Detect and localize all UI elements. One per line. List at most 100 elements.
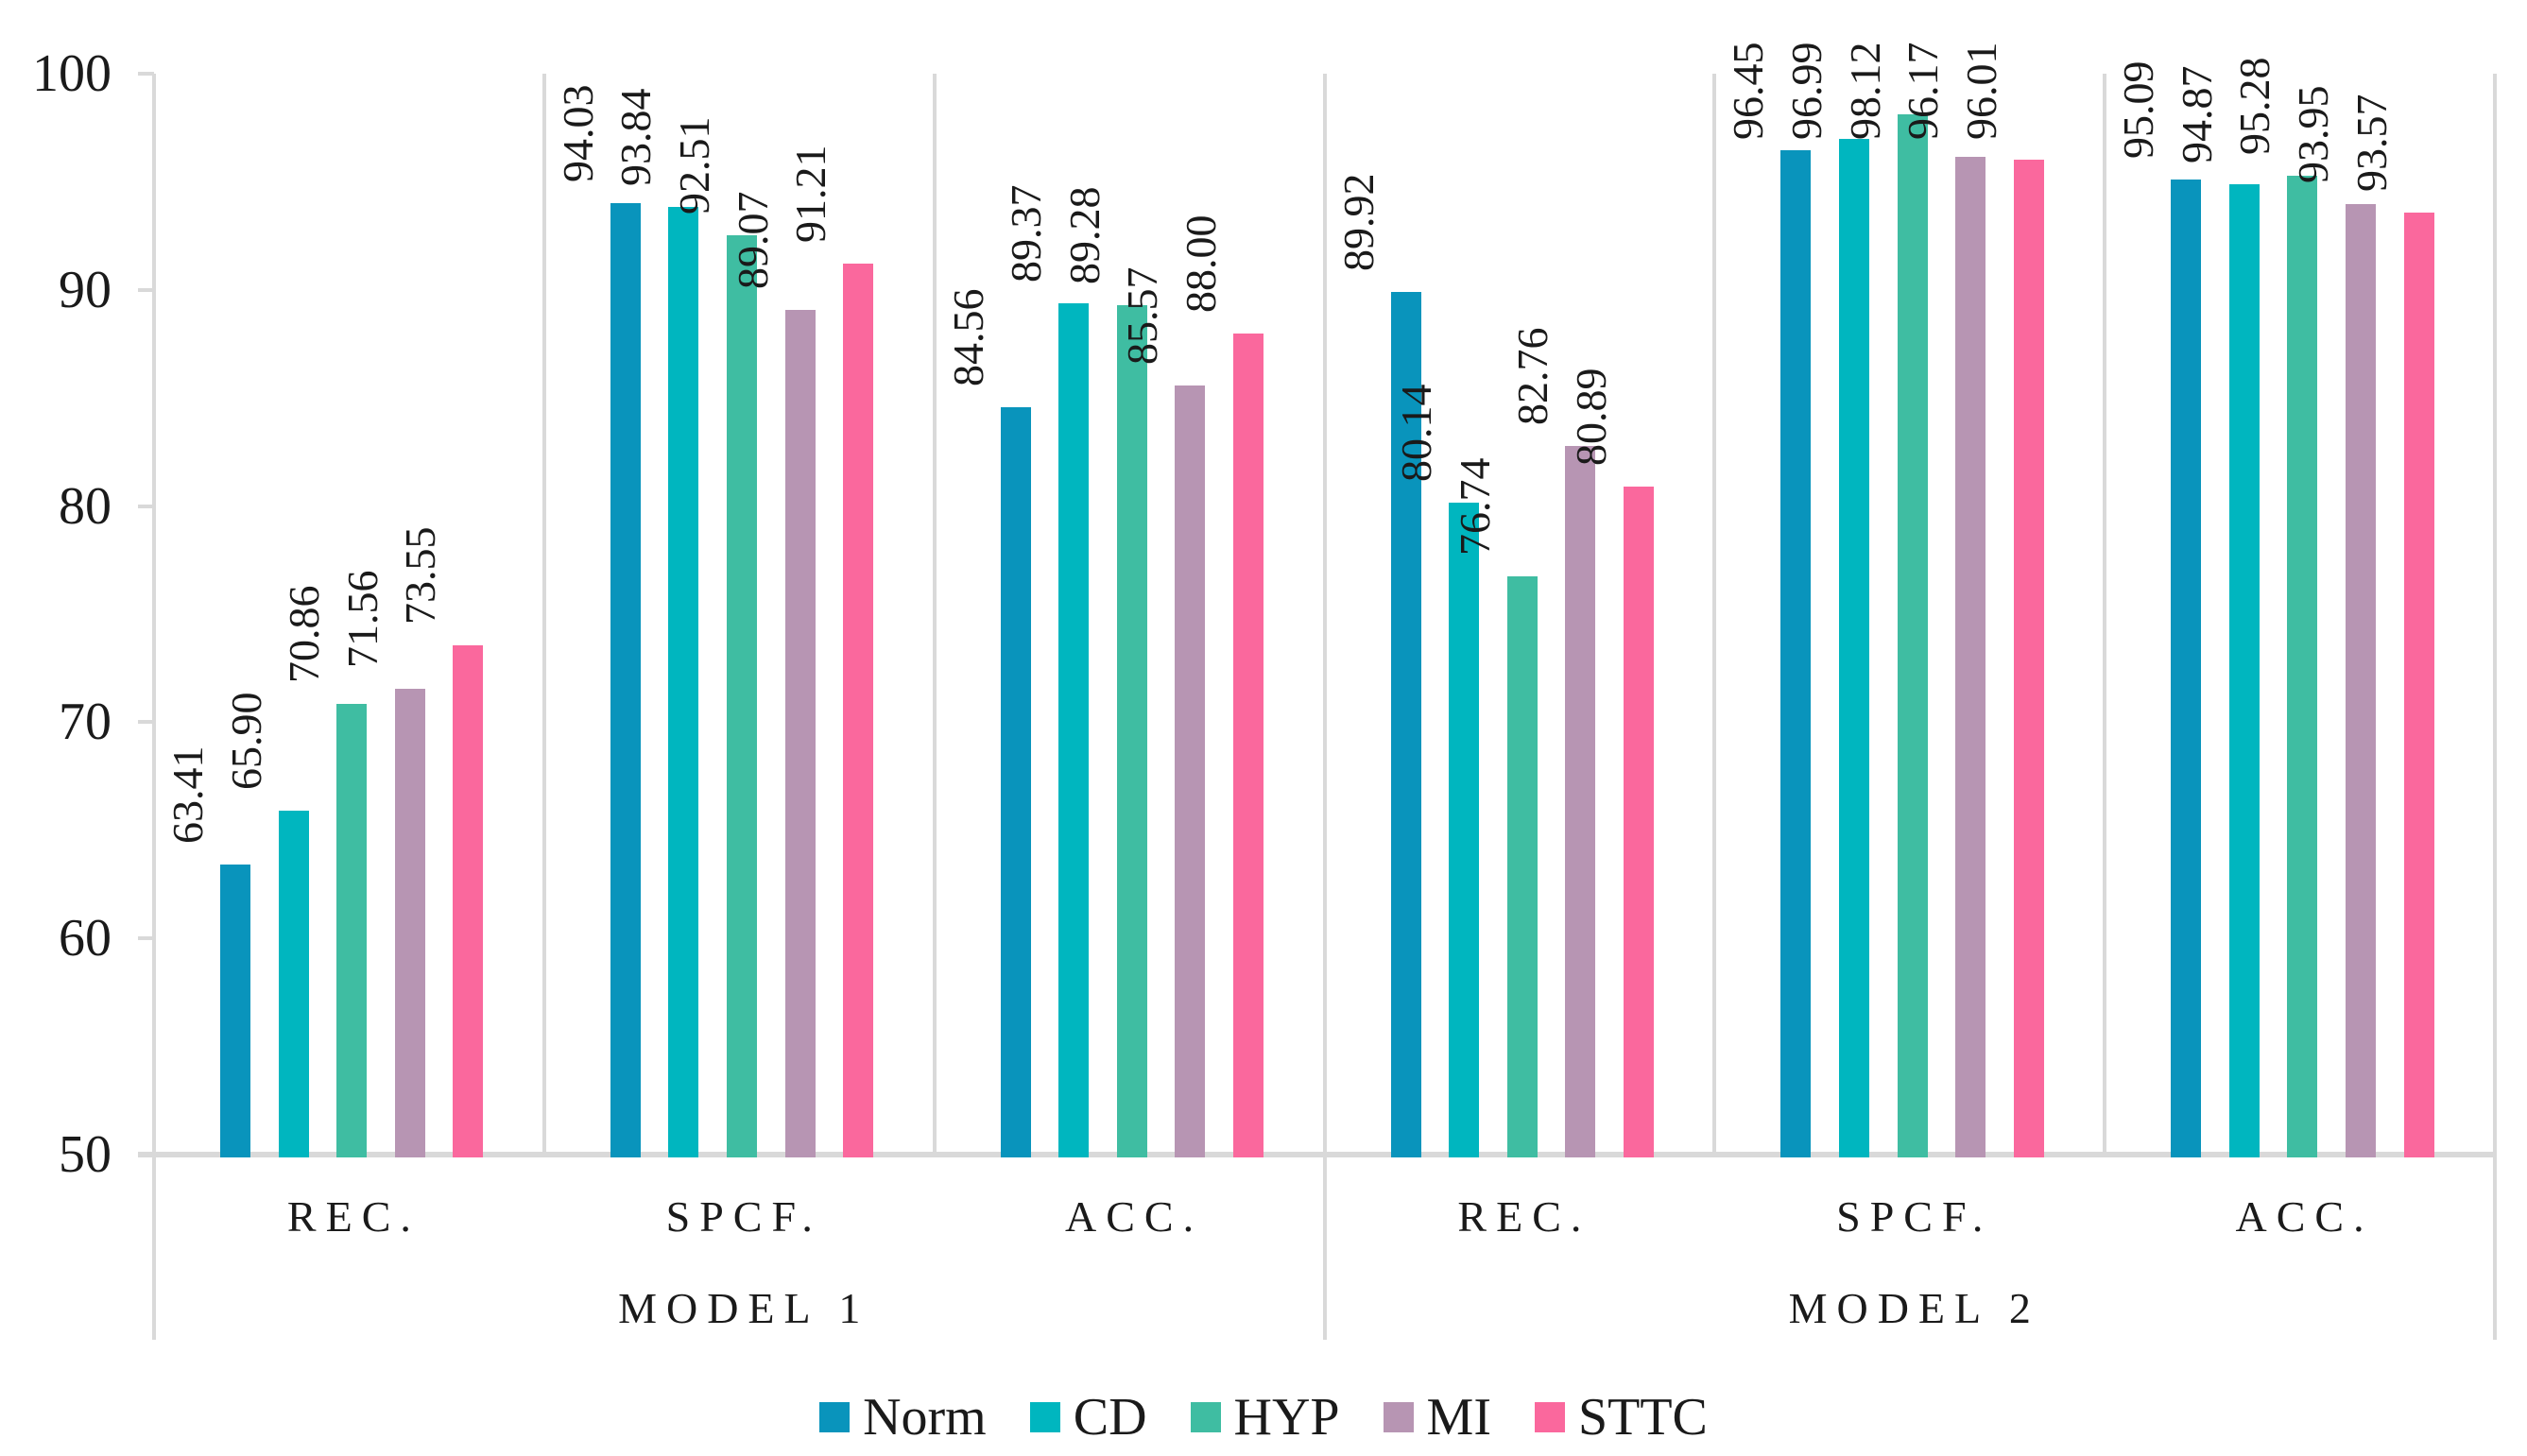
legend: Norm CD HYP MI STTC	[0, 1378, 2527, 1456]
bar-value-label: 98.12	[1840, 42, 1889, 141]
bar-norm-4	[1780, 150, 1812, 1157]
bar-value-label: 85.57	[1118, 266, 1167, 366]
bar-cd-2	[1058, 303, 1090, 1157]
bar-value-label: 76.74	[1450, 457, 1499, 557]
bar-value-label: 73.55	[396, 526, 445, 625]
bar-value-label: 82.76	[1508, 327, 1557, 426]
y-axis-label: 100	[32, 44, 112, 103]
legend-swatch-icon	[1383, 1402, 1414, 1432]
category-divider-line	[932, 74, 937, 1155]
category-label: REC.	[286, 1192, 421, 1241]
legend-item-mi: MI	[1383, 1388, 1491, 1447]
category-label: SPCF.	[1836, 1192, 1993, 1241]
bar-value-label: 80.89	[1566, 368, 1615, 467]
bar-sttc-0	[453, 645, 484, 1157]
y-axis-label: 50	[59, 1125, 112, 1184]
bar-value-label: 96.01	[1956, 42, 2005, 141]
legend-item-sttc: STTC	[1535, 1391, 1708, 1444]
legend-item-cd: CD	[1029, 1388, 1147, 1447]
group-label: MODEL 1	[618, 1284, 870, 1332]
bar-value-label: 84.56	[943, 288, 992, 387]
bar-sttc-3	[1623, 487, 1654, 1157]
bar-norm-3	[1390, 291, 1421, 1157]
bar-sttc-4	[2013, 160, 2044, 1157]
bar-value-label: 95.28	[2230, 57, 2279, 155]
bar-hyp-0	[336, 703, 368, 1157]
bar-value-label: 93.57	[2346, 94, 2396, 193]
legend-item-hyp: HYP	[1190, 1391, 1340, 1444]
bar-norm-0	[220, 865, 250, 1157]
category-label: REC.	[1457, 1192, 1591, 1241]
bar-value-label: 96.99	[1781, 42, 1831, 141]
bar-value-label: 89.28	[1059, 186, 1109, 285]
bar-mi-4	[1955, 156, 1986, 1157]
bar-value-label: 95.09	[2114, 60, 2163, 160]
y-axis-tick-mark	[138, 287, 154, 292]
bar-mi-0	[394, 688, 425, 1157]
legend-swatch-icon	[1190, 1402, 1221, 1432]
legend-item-norm: Norm	[819, 1391, 987, 1444]
bar-value-label: 65.90	[221, 692, 270, 791]
y-axis-tick-mark	[138, 720, 154, 725]
bar-value-label: 89.92	[1333, 173, 1383, 271]
bar-hyp-1	[727, 235, 758, 1157]
y-axis-label: 80	[59, 476, 112, 536]
bar-value-label: 92.51	[670, 116, 719, 215]
y-axis-label: 70	[59, 693, 112, 752]
legend-swatch-icon	[819, 1402, 851, 1432]
legend-label: STTC	[1578, 1388, 1708, 1447]
bar-cd-4	[1838, 138, 1869, 1157]
axis-boundary-line	[1322, 74, 1327, 1340]
bar-value-label: 88.00	[1177, 214, 1226, 313]
bar-cd-1	[668, 206, 699, 1157]
bar-value-label: 63.41	[163, 745, 212, 845]
group-label: MODEL 2	[1788, 1284, 2040, 1332]
bar-value-label: 80.14	[1392, 384, 1441, 483]
bar-cd-5	[2228, 184, 2260, 1157]
bar-value-label: 94.87	[2172, 65, 2221, 164]
bar-cd-3	[1449, 503, 1480, 1157]
bar-norm-2	[1000, 407, 1031, 1157]
axis-boundary-line	[2493, 74, 2497, 1340]
legend-label: Norm	[863, 1388, 987, 1447]
bar-hyp-4	[1897, 114, 1928, 1157]
bar-value-label: 96.17	[1899, 42, 1948, 141]
y-axis-label: 90	[59, 260, 112, 319]
bar-mi-1	[784, 310, 816, 1157]
bar-sttc-1	[843, 264, 874, 1157]
category-label: SPCF.	[665, 1192, 822, 1241]
bar-sttc-5	[2403, 213, 2434, 1157]
bar-value-label: 89.37	[1002, 184, 1051, 283]
bar-hyp-2	[1116, 305, 1147, 1157]
bar-norm-5	[2171, 180, 2202, 1157]
bar-value-label: 91.21	[786, 145, 835, 244]
x-axis-baseline	[138, 1152, 2495, 1157]
bar-value-label: 93.95	[2288, 85, 2337, 184]
category-divider-line	[2103, 74, 2107, 1155]
bar-value-label: 70.86	[280, 585, 329, 683]
legend-swatch-icon	[1535, 1402, 1565, 1432]
bar-cd-0	[278, 811, 309, 1157]
bar-sttc-2	[1233, 333, 1264, 1157]
bar-value-label: 93.84	[611, 88, 661, 186]
bar-mi-2	[1175, 385, 1206, 1157]
category-divider-line	[542, 74, 546, 1155]
y-axis-tick-mark	[138, 936, 154, 941]
category-label: ACC.	[1065, 1192, 1204, 1241]
category-label: ACC.	[2235, 1192, 2374, 1241]
bar-value-label: 71.56	[337, 570, 387, 668]
bar-mi-3	[1565, 446, 1596, 1157]
legend-label: CD	[1073, 1388, 1147, 1447]
bar-value-label: 89.07	[728, 191, 777, 290]
legend-label: MI	[1426, 1388, 1491, 1447]
y-axis-tick-mark	[138, 504, 154, 508]
bar-hyp-3	[1506, 576, 1538, 1157]
bar-mi-5	[2345, 204, 2376, 1157]
y-axis-label: 60	[59, 909, 112, 968]
bar-norm-1	[610, 202, 641, 1157]
axis-boundary-line	[152, 74, 156, 1340]
category-divider-line	[1712, 74, 1717, 1155]
legend-swatch-icon	[1029, 1402, 1060, 1432]
bar-value-label: 96.45	[1724, 42, 1773, 141]
